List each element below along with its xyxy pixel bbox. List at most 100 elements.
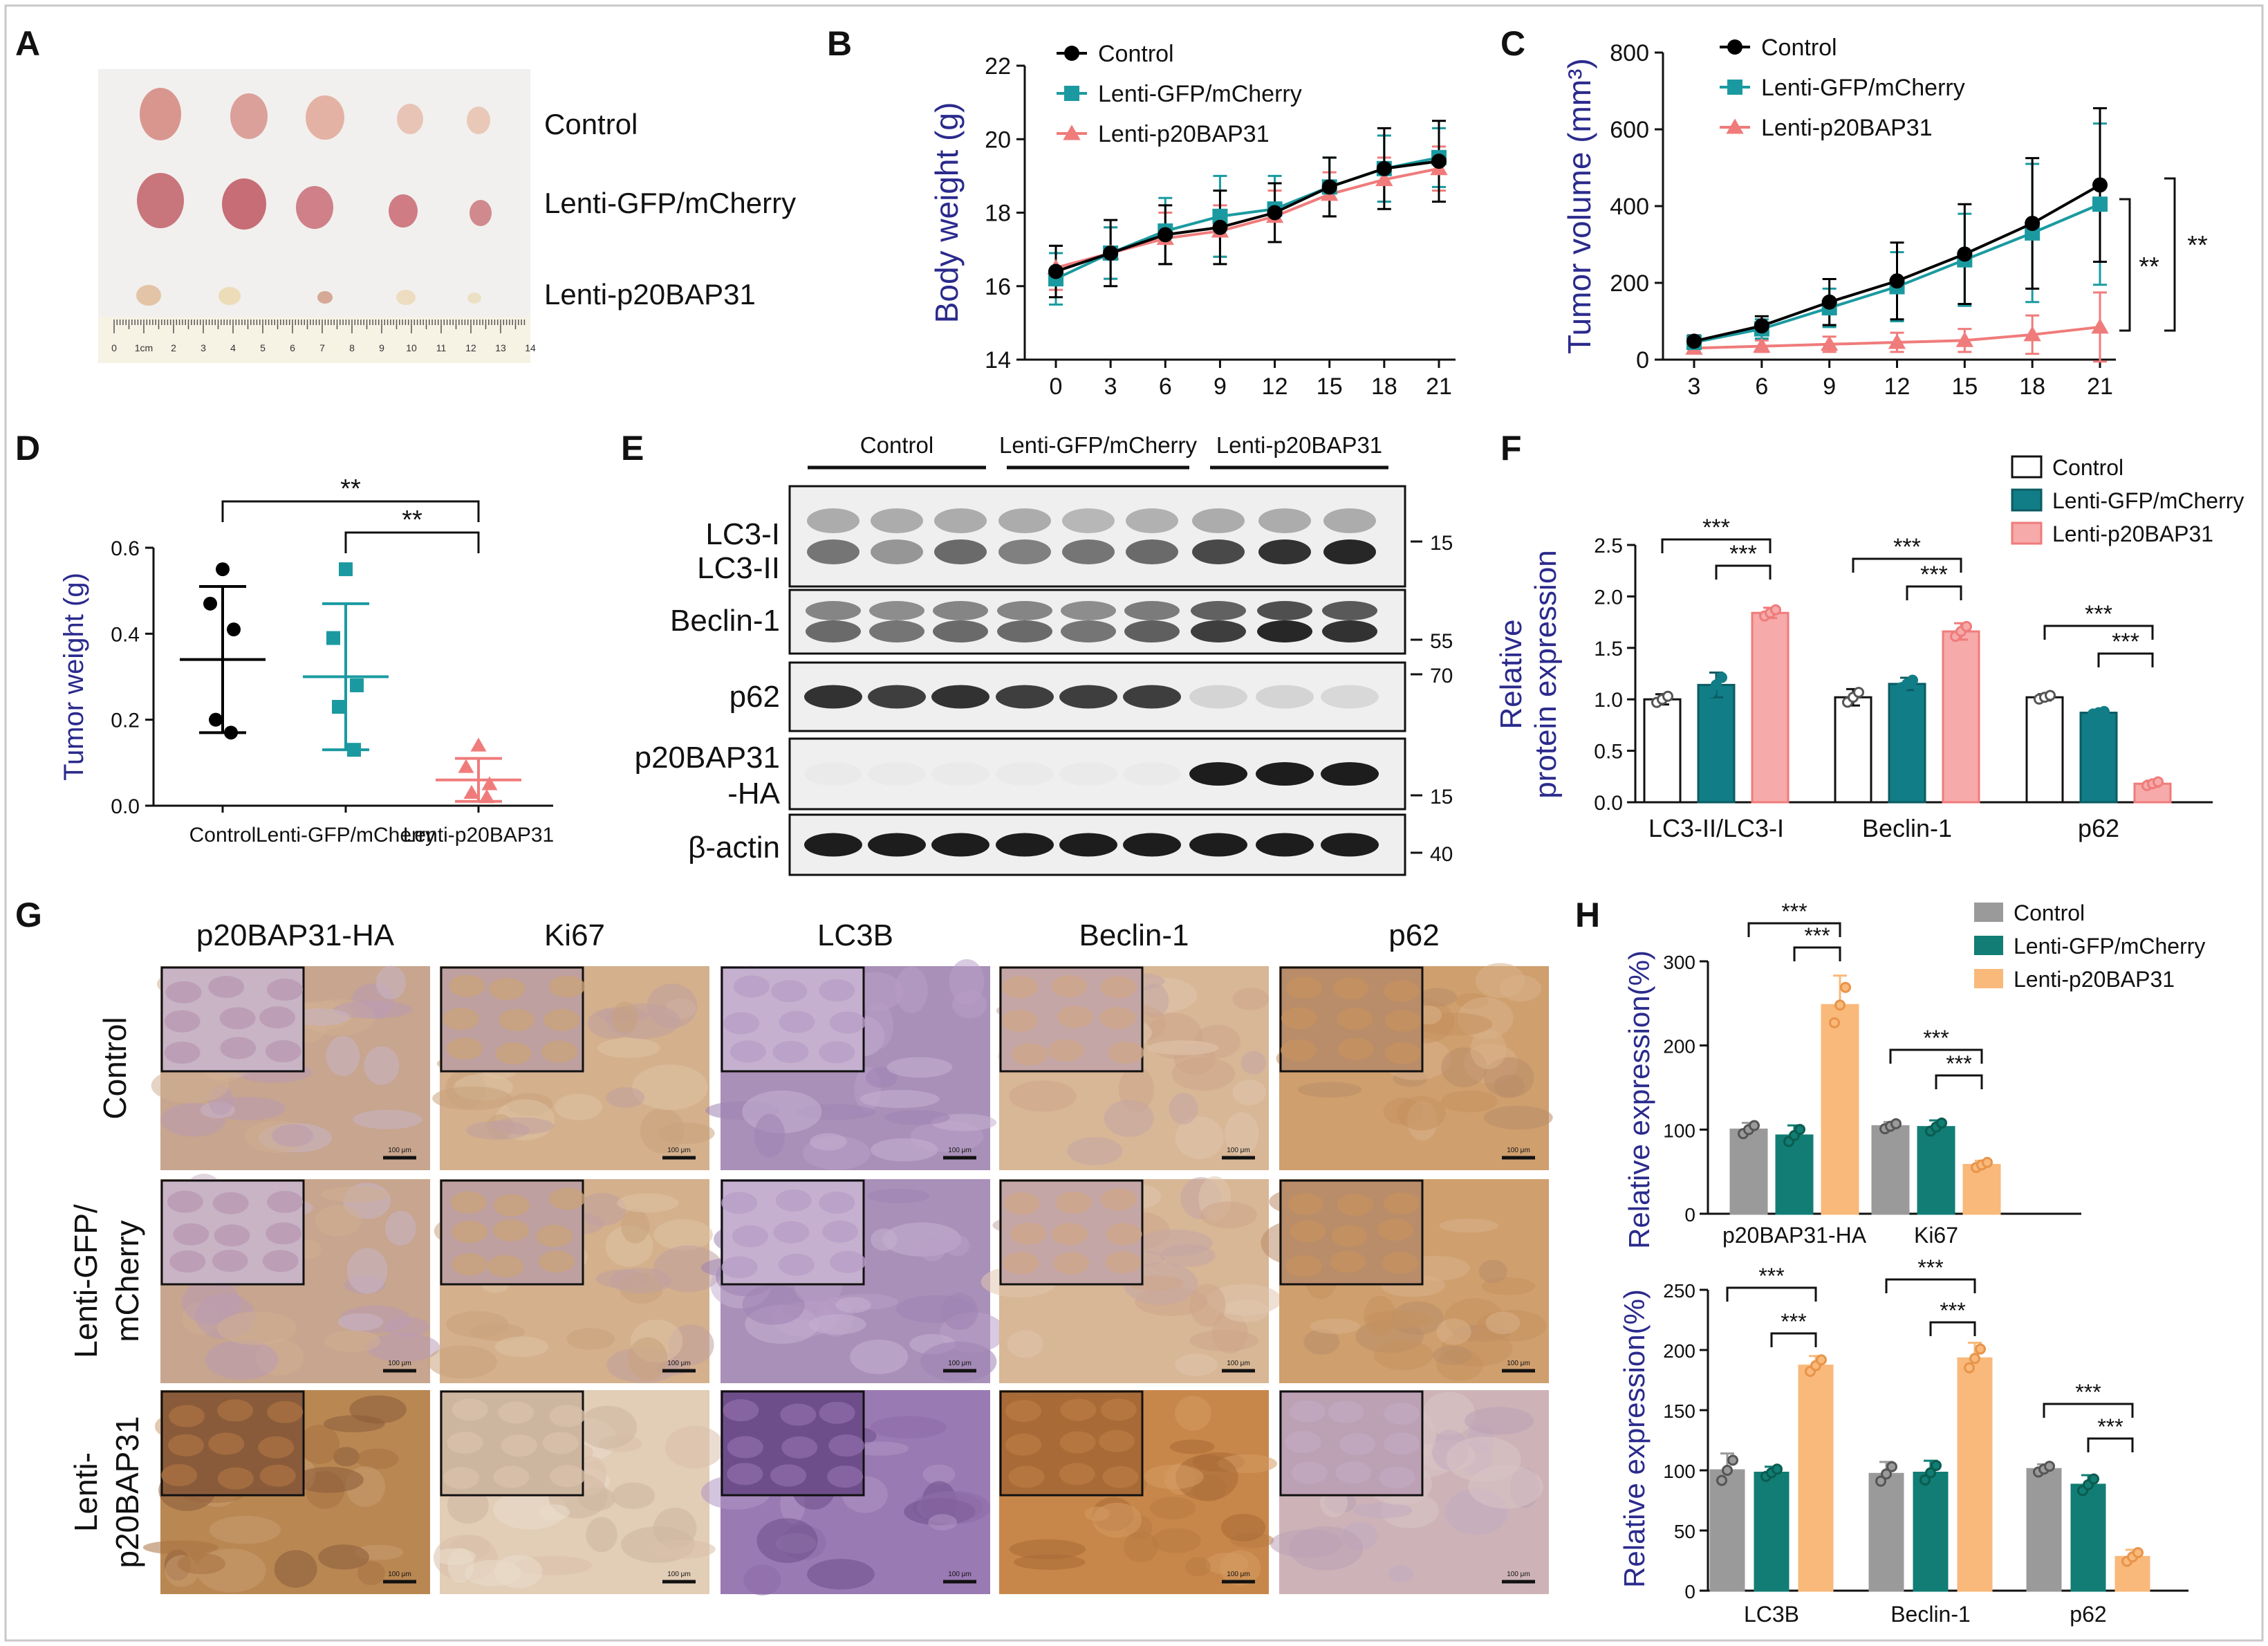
tissue-texture — [493, 1490, 567, 1530]
blot-strip — [788, 485, 1406, 588]
significance-label: ** — [2187, 231, 2208, 260]
bar-gfp — [1754, 1471, 1790, 1592]
blot-band — [1322, 601, 1377, 620]
inset-cell — [489, 978, 526, 1001]
inset-cell — [1051, 1223, 1088, 1246]
tissue-texture — [807, 1559, 875, 1590]
tissue-texture — [577, 1456, 606, 1495]
data-point-p20 — [1375, 171, 1393, 187]
tissue-texture — [928, 1514, 957, 1531]
tissue-texture — [1439, 1219, 1499, 1233]
inset-cell — [1005, 1400, 1042, 1423]
significance-bracket — [1661, 538, 1772, 553]
blot-band — [804, 685, 862, 709]
bar-gfp — [2079, 712, 2118, 804]
significance-label: *** — [1729, 541, 1757, 567]
data-point-control — [1431, 154, 1447, 169]
inset-cell — [1332, 977, 1369, 1000]
blot-band — [931, 762, 989, 786]
tissue-texture — [1104, 1100, 1154, 1137]
blot-band — [1124, 601, 1180, 620]
y-tick-label: 200 — [1610, 270, 1649, 297]
inset-cell — [1286, 977, 1323, 999]
column-label: p62 — [1388, 918, 1439, 952]
blot-band — [1062, 539, 1115, 564]
legend-swatch-p20 — [2011, 521, 2043, 545]
tissue-texture — [182, 1279, 241, 1325]
tissue-texture — [1483, 1105, 1553, 1130]
tissue-texture — [597, 1037, 660, 1058]
legend-label: Control — [1098, 41, 1174, 67]
blot-band — [1323, 508, 1376, 533]
tissue-texture — [756, 1518, 818, 1563]
ruler-number: 10 — [406, 342, 417, 353]
bar-control — [1643, 698, 1682, 804]
inset-cell — [1011, 1043, 1048, 1066]
inset-cell — [1289, 1400, 1326, 1423]
data-point-p20 — [478, 789, 495, 804]
tissue-texture — [1297, 1082, 1362, 1098]
blot-band — [998, 508, 1051, 533]
blot-band — [931, 833, 989, 857]
tissue-texture — [1205, 1553, 1249, 1575]
bar-control — [1868, 1472, 1904, 1592]
x-tick-label: 15 — [1317, 373, 1343, 400]
blot-band — [1126, 539, 1178, 564]
blot-band — [1059, 833, 1117, 857]
replicate-dot — [1975, 1343, 1986, 1355]
x-tick-label: 18 — [1371, 373, 1397, 400]
blot-row-label: LC3-II — [697, 551, 780, 585]
legend-label: Lenti-GFP/mCherry — [1098, 81, 1302, 107]
y-tick-label: 1.0 — [1594, 689, 1623, 712]
significance-bracket — [1852, 557, 1962, 573]
x-category-label: LC3-II/LC3-I — [1648, 814, 1784, 842]
inset-cell — [1331, 1225, 1368, 1248]
ruler-number: 8 — [349, 342, 355, 353]
bar-control — [1729, 1128, 1768, 1215]
row-label: Lenti-GFP/ — [68, 1204, 104, 1358]
inset-cell — [219, 1007, 256, 1030]
significance-label: *** — [1893, 534, 1921, 560]
legend-marker-p20 — [1063, 124, 1081, 140]
replicate-dot — [1886, 1461, 1897, 1472]
legend-swatch-p20 — [1974, 969, 2003, 988]
data-point-gfp — [1212, 208, 1228, 224]
blot-band — [1123, 833, 1181, 857]
y-tick-label: 0.5 — [1594, 741, 1623, 764]
blot-band — [1322, 620, 1377, 642]
tissue-texture — [1189, 1329, 1258, 1351]
inset-cell — [1100, 1188, 1137, 1211]
tissue-texture — [566, 1328, 615, 1350]
tissue-texture — [1175, 1116, 1224, 1159]
tissue-texture — [1485, 1311, 1521, 1335]
tissue-texture — [871, 1228, 898, 1251]
bar-p20 — [1962, 1163, 2001, 1215]
inset-cell — [1100, 1398, 1137, 1421]
y-tick-label: 100 — [1663, 1461, 1695, 1482]
tissue-texture — [355, 1448, 399, 1470]
inset-cell — [173, 1223, 210, 1246]
scale-bar-label: 100 μm — [948, 1571, 972, 1578]
legend-label: Lenti-p20BAP31 — [1761, 115, 1933, 141]
ruler-ticks: 0 1cm 2 3 4 5 6 7 8 9 10 11 12 13 14 — [111, 320, 536, 353]
inset-cell — [452, 1221, 488, 1243]
y-tick-label: 16 — [985, 274, 1011, 300]
inset-cell — [1337, 1193, 1373, 1216]
tissue-texture — [1146, 1040, 1219, 1055]
inset-cell — [208, 1432, 245, 1455]
panel-letter-a: A — [15, 24, 40, 63]
ruler-number: 7 — [319, 342, 325, 353]
inset-cell — [1102, 1465, 1139, 1488]
blot-band — [1123, 685, 1181, 709]
blot-band — [868, 762, 926, 786]
legend-label: Control — [1761, 35, 1837, 61]
tissue-texture — [864, 1002, 893, 1049]
blot-band — [869, 620, 924, 642]
inset-cell — [452, 1398, 488, 1421]
tissue-texture — [742, 1284, 805, 1325]
y-tick-label: 0.4 — [111, 623, 140, 646]
inset-cell — [165, 981, 202, 1004]
inset-cell — [267, 1400, 304, 1423]
ruler-number: 1cm — [135, 342, 153, 353]
tissue-texture — [432, 1086, 512, 1111]
